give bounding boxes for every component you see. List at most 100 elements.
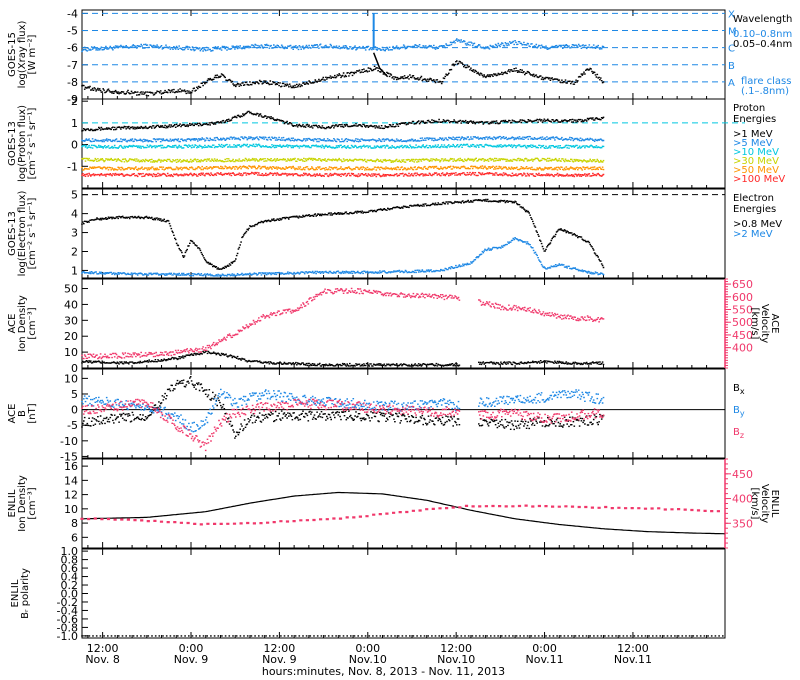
y-tick-label: 1.0	[61, 545, 79, 558]
x-tick-date: Nov. 9	[174, 653, 209, 666]
x-tick-date: Nov. 8	[85, 653, 120, 666]
series--5-mev	[81, 135, 605, 143]
y-tick-label: -0.6	[57, 613, 78, 626]
y-tick-label: -1.0	[57, 630, 78, 643]
series-points	[81, 38, 605, 53]
series-points	[81, 171, 605, 178]
y-tick-label: -5	[67, 419, 78, 432]
y-tick-label: 0	[71, 362, 78, 375]
y-tick-label: 1	[71, 117, 78, 130]
series--2-mev	[81, 237, 605, 277]
right-y-tick-label: 500	[732, 316, 753, 329]
series-by	[81, 388, 605, 433]
panel-frame	[81, 278, 726, 369]
right-y-tick-label: 650	[732, 278, 753, 291]
y-label-line: B	[17, 410, 28, 417]
series-0-05-0-4nm	[81, 60, 605, 97]
series-density	[82, 491, 725, 535]
y-tick-label: 16	[64, 460, 78, 473]
y-axis-label: ACE Ion Density [cm⁻³]	[7, 295, 38, 352]
y-label-line: ACE	[7, 404, 18, 424]
series--1-mev	[81, 110, 605, 132]
y-tick-label: 10	[64, 346, 78, 359]
y-tick-label: -0.8	[57, 621, 78, 634]
flare-class-note: flare class	[741, 76, 791, 87]
x-tick-date: Nov.10	[349, 653, 387, 666]
y-tick-label: 5	[71, 388, 78, 401]
y-tick-label: 14	[64, 474, 78, 487]
legend-entry: >1 MeV	[733, 129, 773, 140]
y-tick-label: 0.8	[61, 554, 79, 567]
y-tick-label: -0.4	[57, 604, 78, 617]
y-label-line: log(Xray flux)	[17, 21, 28, 89]
y-label-line: GOES-13	[7, 211, 18, 256]
right-y-tick-label: 450	[732, 468, 753, 481]
series-points	[81, 287, 605, 360]
y-tick-label: 0	[71, 139, 78, 152]
x-tick-date: Nov. 9	[262, 653, 297, 666]
y-axis-label: ACE B [nT]	[7, 403, 38, 423]
y-tick-label: -1	[67, 160, 78, 173]
x-tick-time: 12:00	[87, 642, 119, 655]
y-tick-label: 6	[71, 531, 78, 544]
series--100-mev	[81, 171, 605, 178]
right-y-tick-label: 600	[732, 291, 753, 304]
flare-spike-decay	[372, 52, 389, 78]
panel-ace-density-velocity: 0 10 20 30 40 50 ACE Ion Density [cm⁻³] 400450500…	[7, 278, 780, 375]
series--50-mev	[81, 165, 605, 171]
series-velocity	[81, 287, 605, 360]
x-tick-time: 12:00	[617, 642, 649, 655]
y-tick-label: 20	[64, 330, 78, 343]
legend-entry: >10 MeV	[733, 147, 779, 158]
panel-goes13-proton: -1 0 1 2 GOES-13 log(Proton flux) [cm⁻² s⁻¹ sr…	[7, 95, 785, 189]
y-label-line: [W m⁻²]	[27, 34, 38, 74]
panel-frame	[81, 458, 726, 549]
series-points	[81, 350, 605, 367]
legend-title: Electron	[733, 193, 774, 204]
series-points	[81, 398, 605, 452]
legend-entry: >5 MeV	[733, 138, 773, 149]
legend-entry: Bx	[733, 383, 745, 396]
legend-title: Wavelength	[733, 14, 792, 25]
series-points	[81, 376, 605, 439]
y-axis-label: ENLIL Bᵣ polarity	[10, 568, 31, 619]
y-tick-label: 50	[64, 283, 78, 296]
series--10-mev	[81, 143, 605, 149]
series-points	[81, 60, 605, 97]
right-y-tick-label: 400	[732, 342, 753, 355]
x-tick-time: 0:00	[532, 642, 557, 655]
y-tick-label: 3	[71, 227, 78, 240]
y-tick-label: 0	[71, 404, 78, 417]
y-tick-label: 2	[71, 245, 78, 258]
y-label-line: log(Proton flux)	[17, 105, 28, 182]
right-y-tick-label: 450	[732, 329, 753, 342]
y-tick-label: 0.2	[61, 579, 79, 592]
series-points	[80, 504, 720, 526]
legend-entry: 0.05–0.4nm	[733, 39, 792, 50]
right-label-line: [km/s]	[749, 308, 760, 340]
y-axis-label: ENLIL Ion Density [cm⁻³]	[7, 475, 38, 532]
flare-level-label: C	[728, 44, 735, 55]
series-bx	[81, 376, 605, 439]
legend-entry: >100 MeV	[733, 174, 785, 185]
x-tick-time: 12:00	[440, 642, 472, 655]
series-points	[81, 143, 605, 149]
y-tick-label: -8	[67, 76, 78, 89]
y-tick-label: 0.4	[61, 571, 79, 584]
series-points	[81, 165, 605, 171]
legend-title: Energies	[733, 114, 776, 125]
panel-frame	[81, 98, 726, 189]
y-tick-label: 40	[64, 298, 78, 311]
y-label-line: Ion Density	[17, 475, 28, 532]
y-tick-label: -7	[67, 59, 78, 72]
y-tick-label: 0.0	[61, 588, 79, 601]
legend-entry: Bz	[733, 427, 744, 440]
y-label-line: ACE	[7, 314, 18, 334]
y-tick-label: -9	[67, 93, 78, 106]
y-tick-label: 30	[64, 314, 78, 327]
y-axis-label: GOES-15 log(Xray flux) [W m⁻²]	[7, 21, 38, 89]
series-points	[81, 198, 605, 270]
